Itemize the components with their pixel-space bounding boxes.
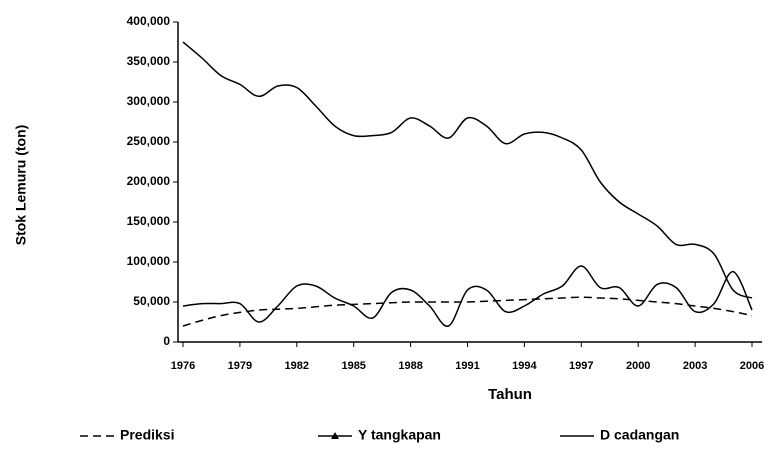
x-tick-label: 1988 (398, 360, 422, 372)
x-tick-label: 1991 (455, 360, 479, 372)
x-tick-label: 1994 (512, 360, 537, 372)
y-tick-label: 400,000 (127, 14, 171, 28)
y-tick-label: 200,000 (127, 174, 171, 188)
legend-marker (331, 432, 339, 439)
series-line (182, 265, 753, 327)
y-tick-label: 0 (163, 334, 170, 348)
y-tick-label: 350,000 (127, 54, 171, 68)
legend-label: Y tangkapan (358, 427, 441, 443)
x-tick-label: 2006 (740, 360, 764, 372)
y-tick-label: 250,000 (127, 134, 171, 148)
legend-label: Prediksi (120, 427, 174, 443)
y-tick-label: 100,000 (127, 254, 171, 268)
series-line (182, 41, 753, 299)
x-tick-label: 1982 (285, 360, 309, 372)
x-tick-label: 2000 (626, 360, 650, 372)
x-tick-label: 1979 (228, 360, 252, 372)
x-tick-label: 1976 (171, 360, 195, 372)
x-tick-label: 2003 (683, 360, 707, 372)
y-axis-label: Stok Lemuru (ton) (13, 125, 29, 246)
y-tick-label: 300,000 (127, 94, 171, 108)
legend-label: D cadangan (600, 427, 679, 443)
x-tick-label: 1997 (569, 360, 593, 372)
series-line (182, 296, 753, 327)
y-tick-label: 50,000 (133, 294, 170, 308)
y-tick-label: 150,000 (127, 214, 171, 228)
x-axis-label: Tahun (488, 386, 532, 403)
x-tick-label: 1985 (341, 360, 365, 372)
